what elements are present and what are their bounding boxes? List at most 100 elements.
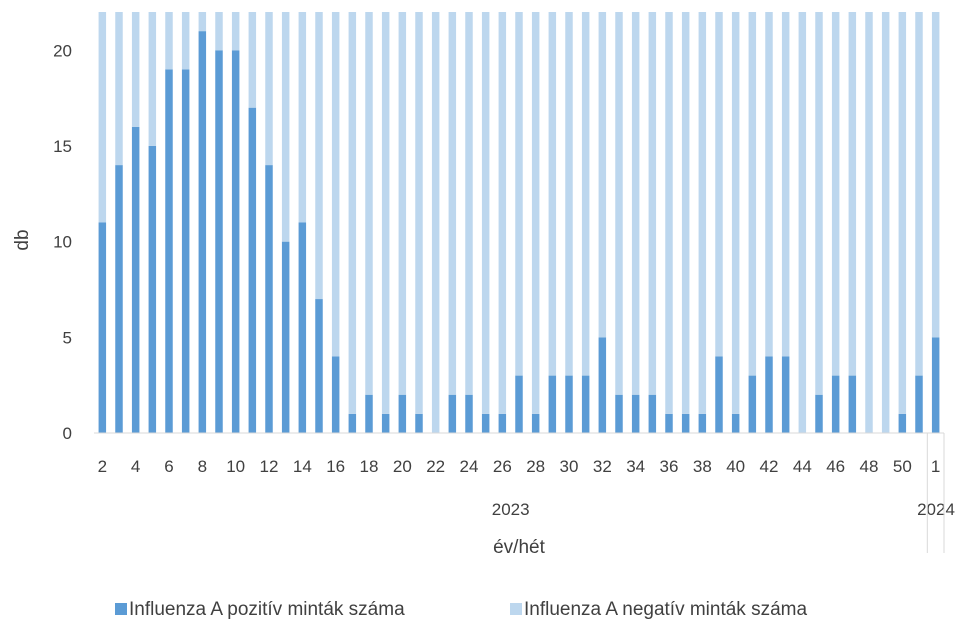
x-tick-label: 14 xyxy=(293,457,312,476)
x-tick-label: 50 xyxy=(893,457,912,476)
bar-positive xyxy=(681,413,690,433)
bar-positive xyxy=(248,107,257,434)
x-tick-label: 20 xyxy=(393,457,412,476)
bar-negative xyxy=(131,12,140,127)
bar-positive xyxy=(815,394,823,433)
bar-negative xyxy=(698,12,707,414)
y-axis-title: db xyxy=(12,229,33,250)
x-tick-label: 46 xyxy=(826,457,845,476)
x-tick-label: 2 xyxy=(98,457,107,476)
x-tick-label: 30 xyxy=(560,457,579,476)
bar-negative xyxy=(281,12,290,242)
bar-negative xyxy=(331,12,340,357)
x-axis-group-labels: 2023 2024 xyxy=(492,433,955,553)
bar-positive xyxy=(748,375,757,433)
bar-negative xyxy=(565,12,573,376)
bar-negative xyxy=(931,12,940,338)
bar-positive xyxy=(381,413,390,433)
bar-positive xyxy=(481,413,490,433)
bar-positive xyxy=(281,241,290,433)
bar-positive xyxy=(915,375,923,433)
bar-negative xyxy=(498,12,507,414)
bar-positive xyxy=(231,50,240,434)
bar-positive xyxy=(781,356,790,433)
bar-negative xyxy=(298,12,307,223)
bar-positive xyxy=(365,394,373,433)
x-tick-label: 26 xyxy=(493,457,512,476)
x-tick-label: 16 xyxy=(326,457,345,476)
x-tick-label: 1 xyxy=(931,457,940,476)
bar-positive xyxy=(648,394,657,433)
bar-negative xyxy=(365,12,373,395)
bar-positive xyxy=(465,394,473,433)
x-tick-label: 48 xyxy=(860,457,879,476)
bar-positive xyxy=(531,413,540,433)
bar-positive xyxy=(348,413,357,433)
y-tick-label: 15 xyxy=(53,137,72,156)
y-axis-ticks: 0 5 10 15 20 xyxy=(53,41,72,443)
x-tick-label: 36 xyxy=(660,457,679,476)
bars-layer xyxy=(98,12,940,434)
bar-positive xyxy=(98,222,107,433)
x-tick-label: 18 xyxy=(360,457,379,476)
x-tick-label: 6 xyxy=(164,457,173,476)
bar-negative xyxy=(148,12,157,146)
bar-positive xyxy=(298,222,307,433)
bar-positive xyxy=(931,337,940,433)
bar-positive xyxy=(731,413,740,433)
bar-negative xyxy=(781,12,790,357)
bar-negative xyxy=(248,12,257,108)
bar-negative xyxy=(531,12,540,414)
bar-positive xyxy=(398,394,407,433)
x-group-label: 2024 xyxy=(917,500,955,519)
bar-negative xyxy=(415,12,423,414)
bar-positive xyxy=(615,394,623,433)
bar-negative xyxy=(815,12,823,395)
bar-positive xyxy=(715,356,723,433)
x-tick-label: 38 xyxy=(693,457,712,476)
bar-positive xyxy=(131,126,140,433)
bar-negative xyxy=(715,12,723,357)
bar-positive xyxy=(165,69,173,433)
bar-negative xyxy=(915,12,923,376)
bar-positive xyxy=(265,165,273,433)
bar-positive xyxy=(565,375,573,433)
bar-positive xyxy=(115,165,123,433)
bar-negative xyxy=(265,12,273,166)
legend-swatch xyxy=(510,603,522,615)
bar-negative xyxy=(381,12,390,414)
bar-negative xyxy=(398,12,407,395)
x-tick-label: 22 xyxy=(426,457,445,476)
bar-negative xyxy=(648,12,657,395)
bar-negative xyxy=(181,12,190,70)
bar-positive xyxy=(665,413,673,433)
y-tick-label: 5 xyxy=(63,328,72,347)
bar-negative xyxy=(348,12,357,414)
x-tick-label: 8 xyxy=(198,457,207,476)
bar-negative xyxy=(431,12,440,433)
bar-negative xyxy=(465,12,473,395)
bar-positive xyxy=(598,337,607,433)
bar-negative xyxy=(515,12,523,376)
bar-positive xyxy=(898,413,907,433)
bar-positive xyxy=(215,50,223,434)
bar-negative xyxy=(731,12,740,414)
bar-positive xyxy=(198,31,207,433)
bar-negative xyxy=(198,12,207,32)
legend-swatch xyxy=(115,603,127,615)
legend-label: Influenza A negatív minták száma xyxy=(524,599,807,620)
bar-negative xyxy=(798,12,807,433)
x-axis-ticks: 2 4 6 8 10 12 14 16 18 20 22 24 26 28 30 32 34 36 38 40 42 44… xyxy=(98,457,941,476)
bar-positive xyxy=(515,375,523,433)
bar-negative xyxy=(631,12,640,395)
bar-negative xyxy=(898,12,907,414)
x-axis-title: év/hét xyxy=(493,537,545,558)
bar-negative xyxy=(481,12,490,414)
x-tick-label: 12 xyxy=(260,457,279,476)
x-tick-label: 28 xyxy=(526,457,545,476)
bar-negative xyxy=(681,12,690,414)
bar-negative xyxy=(315,12,323,300)
x-tick-label: 32 xyxy=(593,457,612,476)
y-tick-label: 10 xyxy=(53,233,72,252)
bar-positive xyxy=(698,413,707,433)
